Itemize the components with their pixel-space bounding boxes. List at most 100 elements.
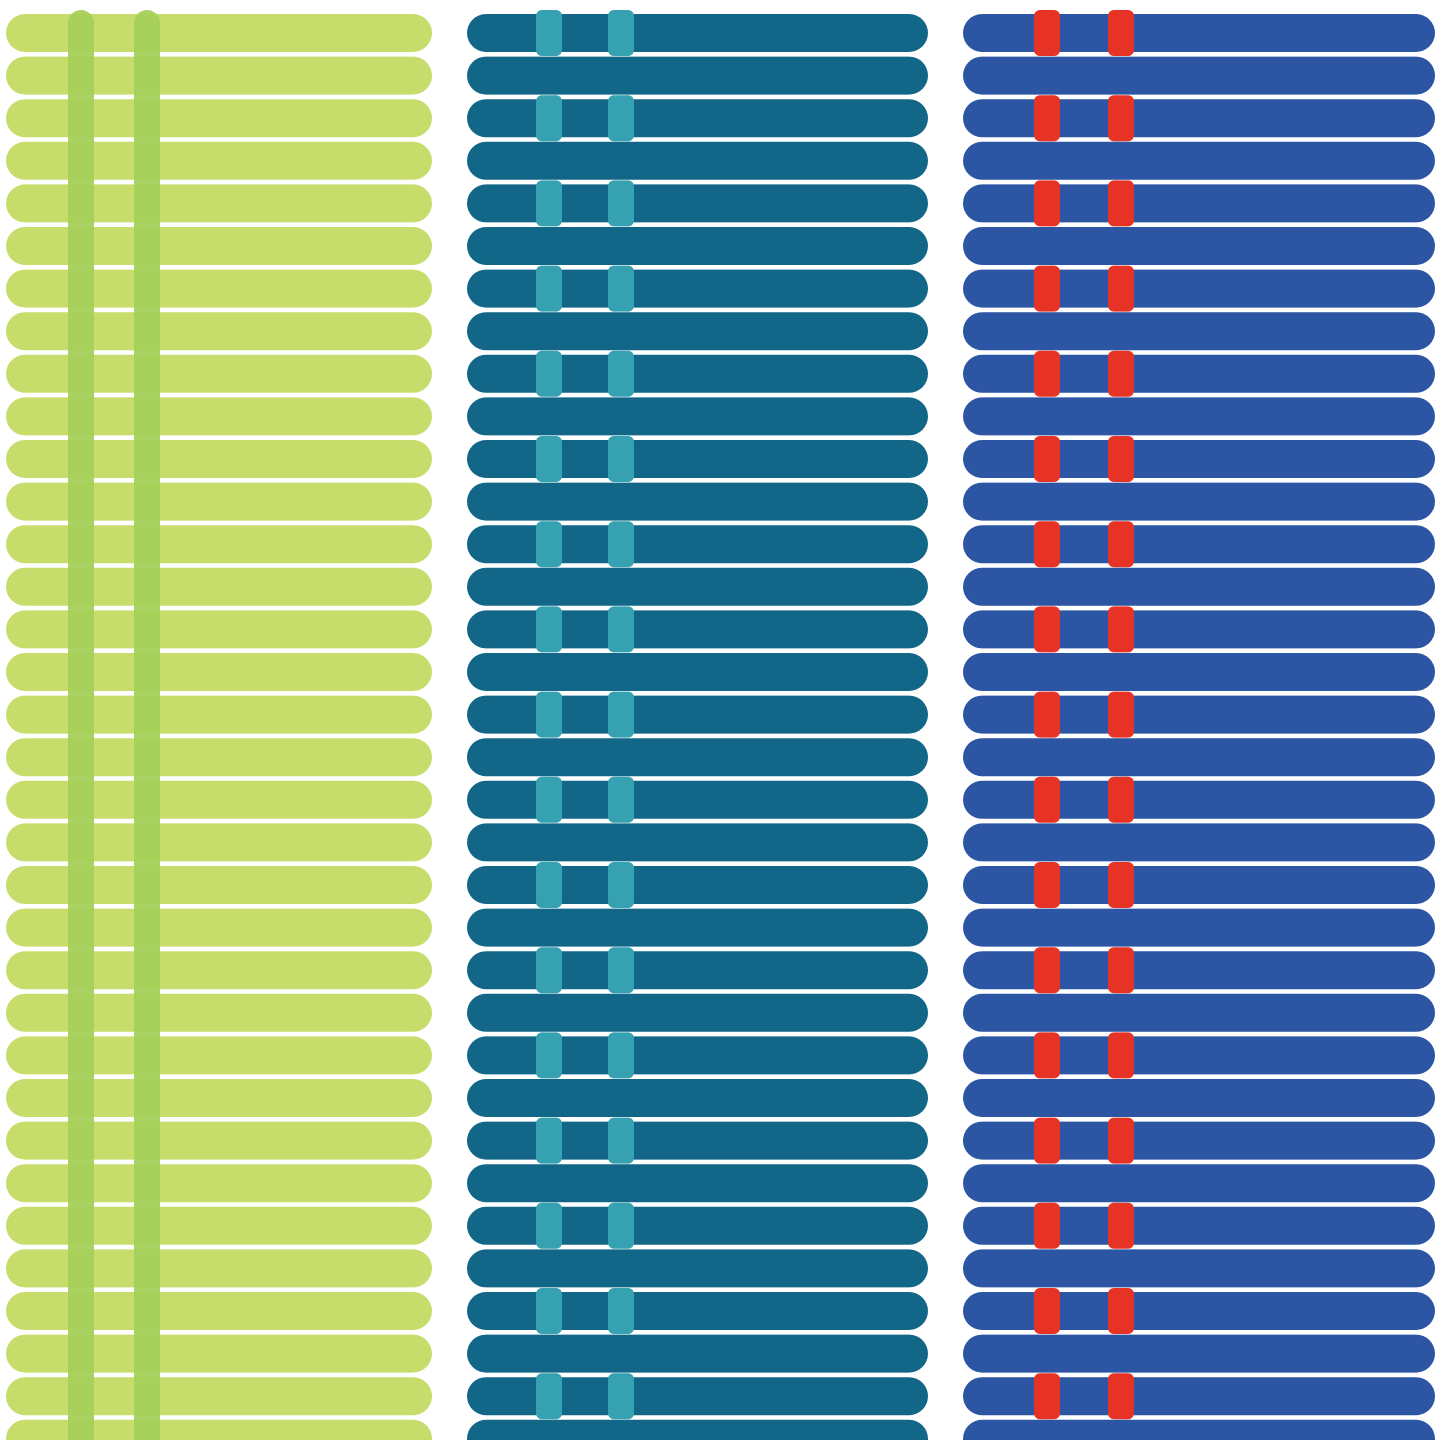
stitch-1-segment bbox=[536, 606, 562, 653]
stripe bbox=[963, 99, 1435, 138]
stitch-2-segment bbox=[1108, 1032, 1134, 1079]
stripe bbox=[6, 653, 432, 691]
stitch-1-segment bbox=[536, 1373, 562, 1420]
stripe bbox=[467, 1377, 928, 1416]
stripe bbox=[6, 610, 432, 649]
stripe bbox=[6, 738, 432, 777]
stripe bbox=[963, 184, 1435, 223]
stripe bbox=[6, 525, 432, 564]
stitch-2-segment bbox=[608, 521, 634, 568]
stitch-1-segment bbox=[536, 1032, 562, 1079]
stripe bbox=[963, 525, 1435, 564]
stitch-2-segment bbox=[1108, 776, 1134, 823]
stitch-1-segment bbox=[536, 521, 562, 568]
stitch-1-segment bbox=[1034, 265, 1060, 312]
stitch-1-segment bbox=[1034, 1202, 1060, 1249]
stitch-2-segment bbox=[608, 95, 634, 142]
stripe bbox=[467, 1079, 928, 1117]
stripe bbox=[963, 610, 1435, 649]
stripe bbox=[467, 269, 928, 308]
stripe bbox=[963, 1206, 1435, 1245]
stripe bbox=[467, 1419, 928, 1440]
stitch-1-segment bbox=[536, 1202, 562, 1249]
stripe bbox=[6, 184, 432, 223]
stripe bbox=[6, 1079, 432, 1117]
stripe bbox=[467, 440, 928, 478]
stripe bbox=[6, 951, 432, 990]
stripe bbox=[6, 397, 432, 436]
stripe bbox=[963, 653, 1435, 691]
stitch-2-segment bbox=[608, 180, 634, 227]
stitch-1-segment bbox=[536, 10, 562, 56]
stripe-column-blue bbox=[963, 10, 1435, 1440]
stripe bbox=[467, 354, 928, 393]
stripe bbox=[467, 908, 928, 947]
stitch-1-segment bbox=[1034, 180, 1060, 227]
stripe bbox=[963, 866, 1435, 904]
stitch-2-segment bbox=[608, 436, 634, 482]
stripe bbox=[6, 440, 432, 478]
stitch-1-segment bbox=[1034, 776, 1060, 823]
stitch-1-segment bbox=[1034, 10, 1060, 56]
stitch-1-segment bbox=[1034, 606, 1060, 653]
stripe bbox=[963, 1036, 1435, 1075]
stripe bbox=[963, 695, 1435, 734]
stripe bbox=[6, 482, 432, 521]
stitch-1-segment bbox=[536, 350, 562, 397]
stitch-1-segment bbox=[536, 436, 562, 482]
stitch-1-segment bbox=[1034, 1032, 1060, 1079]
stripe bbox=[6, 354, 432, 393]
stripe bbox=[467, 525, 928, 564]
stripe bbox=[963, 908, 1435, 947]
stripe bbox=[6, 993, 432, 1032]
stitch-2-segment bbox=[1108, 606, 1134, 653]
stripe bbox=[6, 1377, 432, 1416]
stripe bbox=[963, 823, 1435, 862]
stitch-1-segment bbox=[536, 265, 562, 312]
stitch-1-segment bbox=[536, 862, 562, 908]
stripe bbox=[6, 780, 432, 819]
stitch-1-segment bbox=[536, 95, 562, 142]
stripe bbox=[6, 567, 432, 606]
stitch-1-segment bbox=[1034, 1288, 1060, 1334]
stitch-2-segment bbox=[1108, 1373, 1134, 1420]
stitch-1-segment bbox=[1034, 691, 1060, 738]
stripe bbox=[467, 1206, 928, 1245]
stitch-2-segment bbox=[1108, 947, 1134, 994]
stripe bbox=[963, 354, 1435, 393]
stitch-1-segment bbox=[536, 776, 562, 823]
stripe bbox=[963, 738, 1435, 777]
stitch-2-segment bbox=[1108, 436, 1134, 482]
stripe bbox=[6, 1036, 432, 1075]
stitch-2-segment bbox=[608, 1202, 634, 1249]
stripe bbox=[467, 1036, 928, 1075]
stitch-2-segment bbox=[1108, 1117, 1134, 1164]
stitch-1-segment bbox=[536, 1117, 562, 1164]
stitch-1-segment bbox=[536, 947, 562, 994]
pattern-columns bbox=[6, 10, 1435, 1440]
stripe bbox=[467, 56, 928, 95]
stripe bbox=[467, 227, 928, 265]
stripe bbox=[963, 1377, 1435, 1416]
stripe bbox=[6, 1206, 432, 1245]
stripe bbox=[467, 780, 928, 819]
stripe bbox=[6, 1121, 432, 1160]
stripe bbox=[467, 1334, 928, 1373]
stitch-1-segment bbox=[1034, 1117, 1060, 1164]
stripe bbox=[467, 312, 928, 351]
stripe bbox=[467, 1249, 928, 1288]
stripe bbox=[467, 567, 928, 606]
stripe bbox=[6, 866, 432, 904]
stripe bbox=[467, 951, 928, 990]
stripe bbox=[6, 1292, 432, 1330]
stitch-2-segment bbox=[608, 862, 634, 908]
stitch-1-segment bbox=[1034, 95, 1060, 142]
stripe-column-green bbox=[6, 10, 432, 1440]
stripe bbox=[963, 227, 1435, 265]
stripe bbox=[467, 653, 928, 691]
stripe bbox=[963, 1164, 1435, 1203]
stripe bbox=[6, 1334, 432, 1373]
stripe bbox=[963, 1334, 1435, 1373]
stripe bbox=[467, 610, 928, 649]
stripe bbox=[467, 482, 928, 521]
